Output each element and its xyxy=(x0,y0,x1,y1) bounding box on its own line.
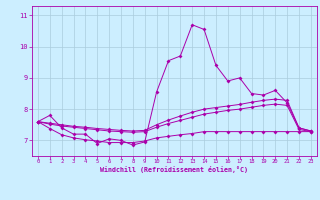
X-axis label: Windchill (Refroidissement éolien,°C): Windchill (Refroidissement éolien,°C) xyxy=(100,166,248,173)
